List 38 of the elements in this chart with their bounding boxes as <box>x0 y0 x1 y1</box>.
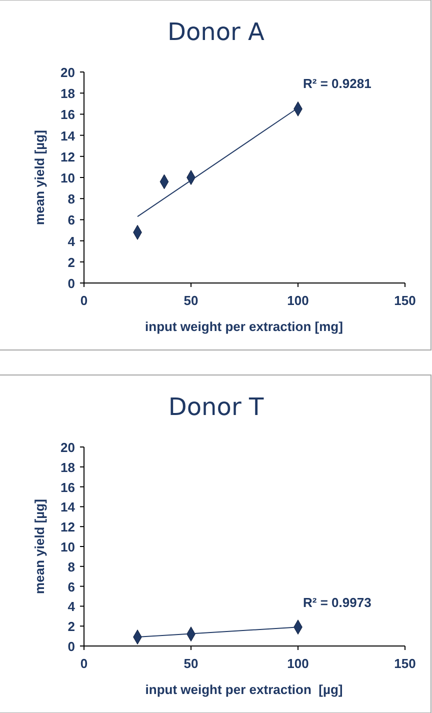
y-tick-label: 10 <box>60 170 75 186</box>
y-tick-label: 16 <box>60 480 75 495</box>
y-tick-label: 4 <box>68 234 76 249</box>
x-tick-label: 150 <box>394 656 416 671</box>
y-tick-label: 18 <box>60 86 75 102</box>
x-tick-label: 0 <box>80 656 88 671</box>
x-tick-label: 0 <box>80 293 88 308</box>
x-tick-label: 150 <box>394 293 416 308</box>
y-tick-label: 8 <box>68 559 75 574</box>
chart-title: Donor T <box>168 393 264 421</box>
x-tick-label: 50 <box>184 293 198 308</box>
y-tick-label: 4 <box>68 599 76 614</box>
y-tick-label: 10 <box>60 540 75 554</box>
y-axis-title: mean yield [µg] <box>32 499 47 594</box>
y-tick-label: 20 <box>60 65 75 80</box>
x-tick-label: 100 <box>287 293 309 308</box>
x-axis-title: input weight per extraction [mg] <box>145 319 343 334</box>
y-tick-label: 6 <box>68 212 75 228</box>
y-tick-label: 14 <box>60 128 76 144</box>
y-tick-label: 2 <box>68 619 75 634</box>
y-tick-label: 0 <box>68 639 75 654</box>
y-tick-label: 18 <box>60 460 75 475</box>
y-tick-label: 2 <box>68 254 75 270</box>
y-tick-label: 8 <box>68 192 75 207</box>
y-tick-label: 16 <box>60 107 75 122</box>
y-tick-label: 12 <box>60 520 75 535</box>
x-tick-label: 50 <box>184 656 198 671</box>
y-tick-label: 6 <box>68 579 75 594</box>
y-tick-label: 14 <box>60 500 76 515</box>
annotation: R² = 0.9973 <box>303 595 372 610</box>
y-tick-label: 12 <box>60 149 75 164</box>
y-axis-title: mean yield [µg] <box>32 130 47 225</box>
y-tick-label: 0 <box>68 276 75 291</box>
x-tick-label: 100 <box>287 656 309 671</box>
x-axis-title: input weight per extraction [µg] <box>145 682 343 697</box>
annotation: R² = 0.9281 <box>303 76 372 91</box>
y-tick-label: 20 <box>60 440 75 455</box>
chart-title: Donor A <box>168 18 266 46</box>
